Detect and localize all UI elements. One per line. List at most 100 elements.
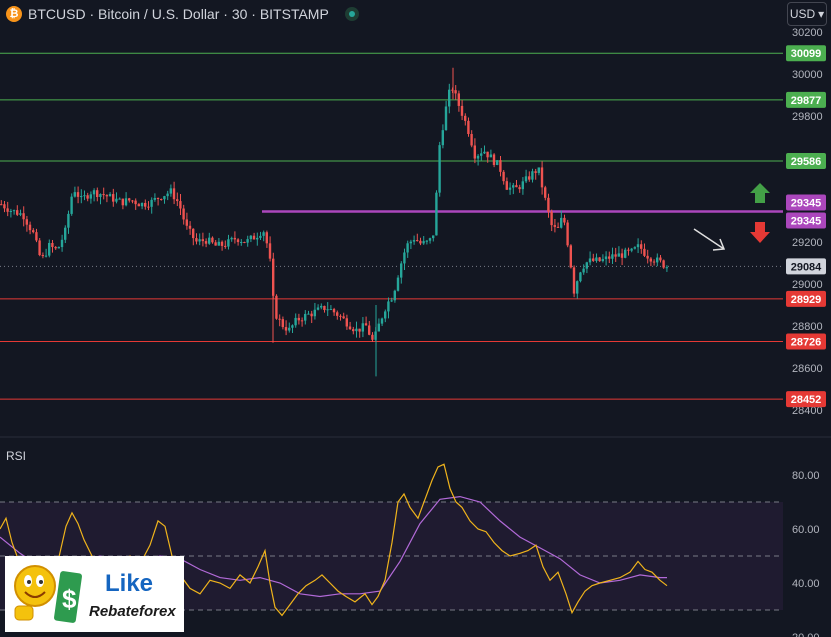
candle-body bbox=[390, 300, 393, 302]
candle-body bbox=[489, 154, 492, 158]
candle-body bbox=[48, 242, 51, 256]
candle-body bbox=[595, 257, 598, 261]
candle-body bbox=[412, 240, 416, 242]
candle-body bbox=[470, 133, 473, 146]
candle-body bbox=[3, 204, 6, 209]
candle-body bbox=[620, 253, 624, 258]
candle-body bbox=[28, 224, 32, 231]
candle-body bbox=[25, 219, 28, 225]
candle-body bbox=[406, 243, 409, 253]
candle-body bbox=[16, 210, 19, 215]
candle-body bbox=[451, 89, 454, 91]
level-tag-label-29586: 29586 bbox=[791, 156, 822, 168]
candle-body bbox=[659, 257, 662, 261]
candle-body bbox=[176, 199, 179, 202]
candle-body bbox=[326, 309, 329, 311]
candle-body bbox=[364, 323, 368, 326]
candle-body bbox=[86, 195, 89, 199]
pivot-tag-upper-label: 29345 bbox=[791, 198, 822, 210]
pivot-tag-upper bbox=[786, 194, 826, 211]
candle-body bbox=[448, 89, 451, 107]
level-tag-label-30099: 30099 bbox=[791, 48, 822, 60]
candle-body bbox=[307, 313, 310, 315]
candle-body bbox=[627, 249, 630, 251]
candle-body bbox=[320, 305, 323, 308]
candle-body bbox=[268, 243, 272, 259]
svg-text:$: $ bbox=[62, 584, 77, 614]
candle-body bbox=[256, 237, 259, 240]
currency-label: USD bbox=[789, 7, 816, 21]
candle-body bbox=[12, 210, 16, 212]
candle-body bbox=[454, 90, 457, 94]
candle-body bbox=[512, 185, 515, 188]
rsi-pane-label: RSI bbox=[6, 449, 27, 463]
candle-body bbox=[41, 255, 44, 257]
candle-body bbox=[70, 196, 73, 214]
candle-body bbox=[227, 239, 230, 247]
candle-body bbox=[348, 326, 352, 330]
candle-body bbox=[585, 262, 588, 269]
candle-body bbox=[633, 247, 636, 249]
candle-body bbox=[294, 317, 297, 326]
candle-body bbox=[89, 194, 92, 199]
candle-body bbox=[108, 194, 112, 197]
candle-body bbox=[550, 211, 553, 226]
candle-body bbox=[163, 196, 166, 200]
price-axis-tick-label: 29800 bbox=[792, 111, 823, 123]
candle-body bbox=[169, 188, 172, 194]
candle-body bbox=[652, 261, 656, 263]
candle-body bbox=[665, 267, 668, 269]
candle-body bbox=[278, 318, 281, 320]
candle-body bbox=[211, 237, 214, 243]
candle-body bbox=[281, 319, 284, 328]
candle-body bbox=[156, 198, 160, 200]
candle-body bbox=[636, 244, 640, 248]
candle-body bbox=[188, 225, 192, 229]
candle-body bbox=[179, 201, 182, 209]
candle-body bbox=[528, 176, 531, 180]
candle-body bbox=[467, 120, 470, 134]
candle-body bbox=[371, 334, 374, 340]
candle-body bbox=[150, 199, 153, 207]
candle-body bbox=[457, 93, 460, 106]
candle-body bbox=[124, 198, 128, 206]
candle-body bbox=[329, 309, 332, 311]
candle-body bbox=[160, 198, 163, 200]
candle-body bbox=[297, 317, 300, 321]
candle-body bbox=[313, 309, 316, 317]
candle-body bbox=[483, 151, 486, 154]
symbol-title[interactable]: BTCUSD · Bitcoin / U.S. Dollar · 30 · BI… bbox=[28, 6, 329, 22]
candle-body bbox=[220, 241, 224, 246]
candle-body bbox=[572, 267, 576, 294]
candle-body bbox=[355, 328, 358, 332]
candle-body bbox=[0, 204, 3, 206]
candle-body bbox=[576, 281, 579, 294]
candle-body bbox=[99, 194, 102, 198]
candle-body bbox=[566, 222, 569, 246]
price-axis-tick-label: 28400 bbox=[792, 405, 823, 417]
candle-body bbox=[499, 160, 502, 172]
candle-body bbox=[284, 327, 288, 331]
candle-body bbox=[224, 245, 227, 247]
candle-body bbox=[182, 208, 185, 220]
candle-body bbox=[643, 248, 646, 256]
currency-selector[interactable]: USD ▾ bbox=[787, 2, 827, 26]
candle-body bbox=[131, 200, 134, 202]
candle-body bbox=[588, 258, 592, 263]
price-axis-tick-label: 30200 bbox=[792, 27, 823, 39]
candle-body bbox=[217, 241, 220, 246]
candle-body bbox=[611, 254, 614, 259]
candle-body bbox=[342, 316, 345, 319]
chart-header: ₿ BTCUSD · Bitcoin / U.S. Dollar · 30 · … bbox=[6, 4, 359, 24]
candle-body bbox=[102, 194, 105, 196]
candle-body bbox=[630, 248, 633, 251]
candle-body bbox=[265, 232, 268, 244]
candle-body bbox=[518, 187, 521, 190]
candle-body bbox=[240, 241, 243, 243]
candle-body bbox=[480, 153, 483, 156]
candle-body bbox=[441, 130, 444, 146]
rsi-axis-tick-label: 20.00 bbox=[792, 632, 820, 637]
candle-body bbox=[60, 239, 64, 248]
candle-body bbox=[80, 196, 83, 198]
